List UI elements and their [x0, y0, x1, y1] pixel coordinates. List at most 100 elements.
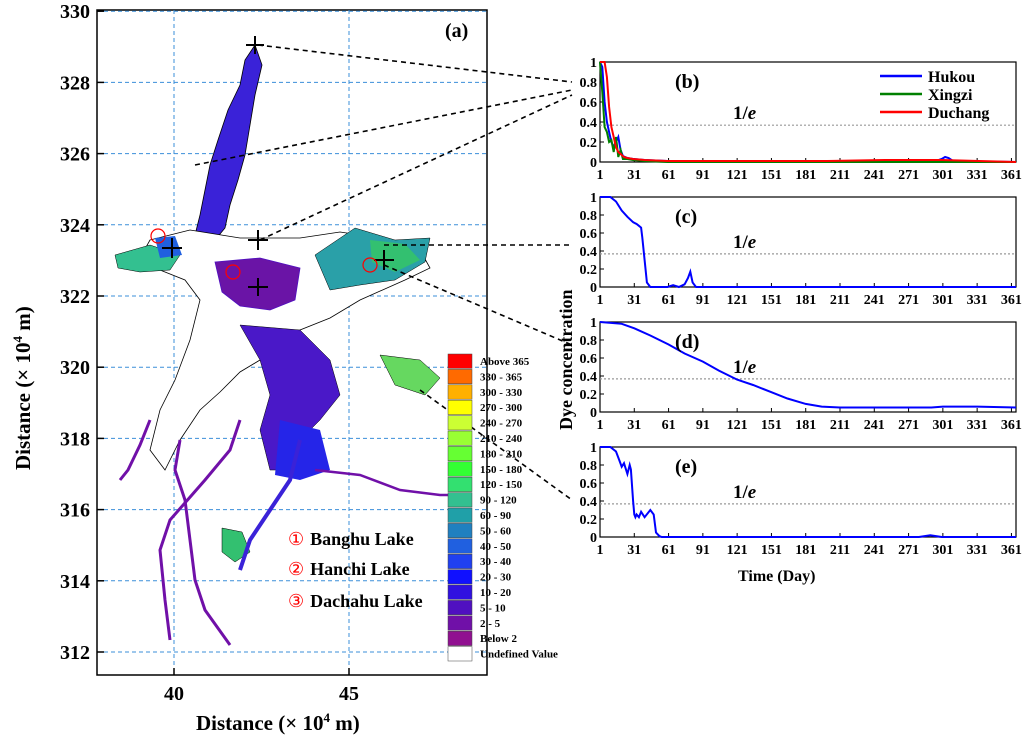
y-tick-label: 0.4: [580, 370, 598, 385]
x-tick-label: 331: [967, 168, 988, 183]
lake-label-dachahu: ③ Dachahu Lake: [288, 591, 423, 611]
map-x-axis-label: Distance (× 104 m): [196, 710, 360, 735]
x-tick-label: 331: [967, 543, 988, 558]
threshold-label: 1/e: [733, 357, 757, 378]
x-tick-label: 181: [795, 418, 816, 433]
legend-series-label: Xingzi: [928, 87, 973, 104]
legend-label: Undefined Value: [480, 649, 558, 661]
connector-d: [383, 264, 573, 346]
x-tick-label: 91: [696, 293, 710, 308]
x-tick-label: 121: [727, 418, 748, 433]
series-line: [600, 196, 1016, 289]
legend-series-label: Duchang: [928, 105, 989, 122]
x-tick-label: 151: [761, 418, 782, 433]
legend-swatch: [447, 630, 473, 646]
station-duchang-marker: [248, 278, 268, 296]
x-tick-label: 241: [864, 168, 885, 183]
panel-label: (c): [675, 206, 697, 228]
legend-label: Below 2: [480, 633, 517, 645]
legend-label: 50 - 60: [480, 525, 512, 537]
y-tick-label: 1: [590, 56, 597, 71]
x-tick-label: 121: [727, 543, 748, 558]
legend-swatch: [447, 600, 473, 616]
y-tick-label: 0: [590, 281, 597, 296]
station-xingzi-marker: [248, 230, 268, 250]
time-series-panels: 00.20.40.60.811 31 61 91 121 151 181 211 241 271 3…: [580, 56, 1022, 558]
panel-a-map: (a) 40 45 312 314 316 318 320 322 324 326 328 330 …: [10, 1, 573, 735]
x-tick-label: 181: [795, 543, 816, 558]
legend-label: 210 - 240: [480, 433, 523, 445]
x-tick-label: 91: [696, 543, 710, 558]
y-tick-label: 0.2: [580, 136, 598, 151]
legend-label: 240 - 270: [480, 418, 523, 430]
legend-label: 2 - 5: [480, 618, 501, 630]
map-y-tick-label: 324: [60, 215, 90, 237]
river-south-2: [158, 419, 242, 641]
legend-label: 330 - 365: [480, 371, 523, 383]
map-x-tick-label: 40: [164, 683, 184, 705]
threshold-label: 1/e: [733, 103, 757, 124]
x-tick-label: 301: [932, 293, 953, 308]
plot-frame: [599, 446, 1017, 538]
legend-label: 180 - 210: [480, 448, 523, 460]
x-tick-label: 331: [967, 418, 988, 433]
panel-label: (b): [675, 71, 699, 93]
y-tick-label: 1: [590, 441, 597, 456]
y-tick-label: 0: [590, 406, 597, 421]
y-tick-label: 0.8: [580, 209, 598, 224]
map-y-tick-label: 312: [60, 642, 90, 664]
x-tick-label: 1: [597, 418, 604, 433]
panel-b-chart: 0 0.2 0.4 0.6 0.8 1 1 31 61 91 121 151 181 211 241 271 3…: [580, 56, 1022, 183]
panel-c-chart: 0 0.2 0.4 0.6 0.8 1 1 31 61 91 121 151 181 211 241 271 3…: [580, 191, 1022, 308]
legend-swatch: [447, 476, 473, 492]
panel-d-chart: 0 0.2 0.4 0.6 0.8 1 1 31 61 91 121 151 181 211 241 271 3…: [580, 316, 1022, 433]
x-tick-label: 241: [864, 293, 885, 308]
legend-label: Above 365: [480, 356, 530, 368]
x-tick-label: 31: [627, 293, 641, 308]
blue-patch-inflow: [275, 420, 330, 480]
dachahu-green: [370, 240, 420, 272]
x-tick-label: 241: [864, 418, 885, 433]
series-line-duchang: [600, 61, 1017, 163]
river-south-main: [238, 439, 302, 571]
x-tick-label: 271: [898, 168, 919, 183]
plot-frame: [599, 61, 1017, 163]
x-tick-label: 1: [597, 543, 604, 558]
map-y-tick-label: 328: [60, 72, 90, 94]
legend-label: 60 - 90: [480, 510, 512, 522]
panel-e-chart: 0 0.2 0.4 0.6 0.8 1 1 31 61 91 121 151 181 211 241 271 3…: [580, 441, 1022, 558]
series-line: [599, 321, 1017, 409]
panel-label: (e): [675, 456, 697, 478]
legend-label: 10 - 20: [480, 587, 512, 599]
x-tick-label: 301: [932, 418, 953, 433]
legend-swatch: [447, 569, 473, 585]
x-tick-label: 151: [761, 168, 782, 183]
legend-swatch: [447, 461, 473, 477]
legend-swatch: [447, 384, 473, 400]
y-tick-label: 0.6: [580, 96, 598, 111]
y-tick-label: 0.8: [580, 459, 598, 474]
station-dachahu-marker: [374, 250, 394, 270]
x-tick-label: 211: [830, 293, 850, 308]
dye-y-axis-label: Dye concentration: [556, 290, 576, 430]
x-tick-label: 301: [932, 543, 953, 558]
map-y-tick-label: 318: [60, 428, 90, 450]
y-tick-label: 0.8: [580, 76, 598, 91]
x-tick-label: 61: [662, 293, 676, 308]
legend-swatch: [447, 553, 473, 569]
y-tick-label: 0.6: [580, 352, 598, 367]
x-tick-label: 271: [898, 418, 919, 433]
y-tick-label: 0.4: [580, 495, 598, 510]
x-tick-label: 1: [597, 168, 604, 183]
connector-lines: [194, 44, 573, 501]
x-tick-label: 301: [932, 168, 953, 183]
map-x-ticks: 40 45: [164, 668, 359, 705]
station-markers: [150, 36, 394, 296]
map-y-tick-label: 314: [60, 571, 90, 593]
legend-label: 30 - 40: [480, 556, 512, 568]
station-banghu-marker: [162, 238, 182, 258]
y-tick-label: 0: [590, 531, 597, 546]
legend-swatch: [447, 430, 473, 446]
legend-label: 20 - 30: [480, 572, 512, 584]
